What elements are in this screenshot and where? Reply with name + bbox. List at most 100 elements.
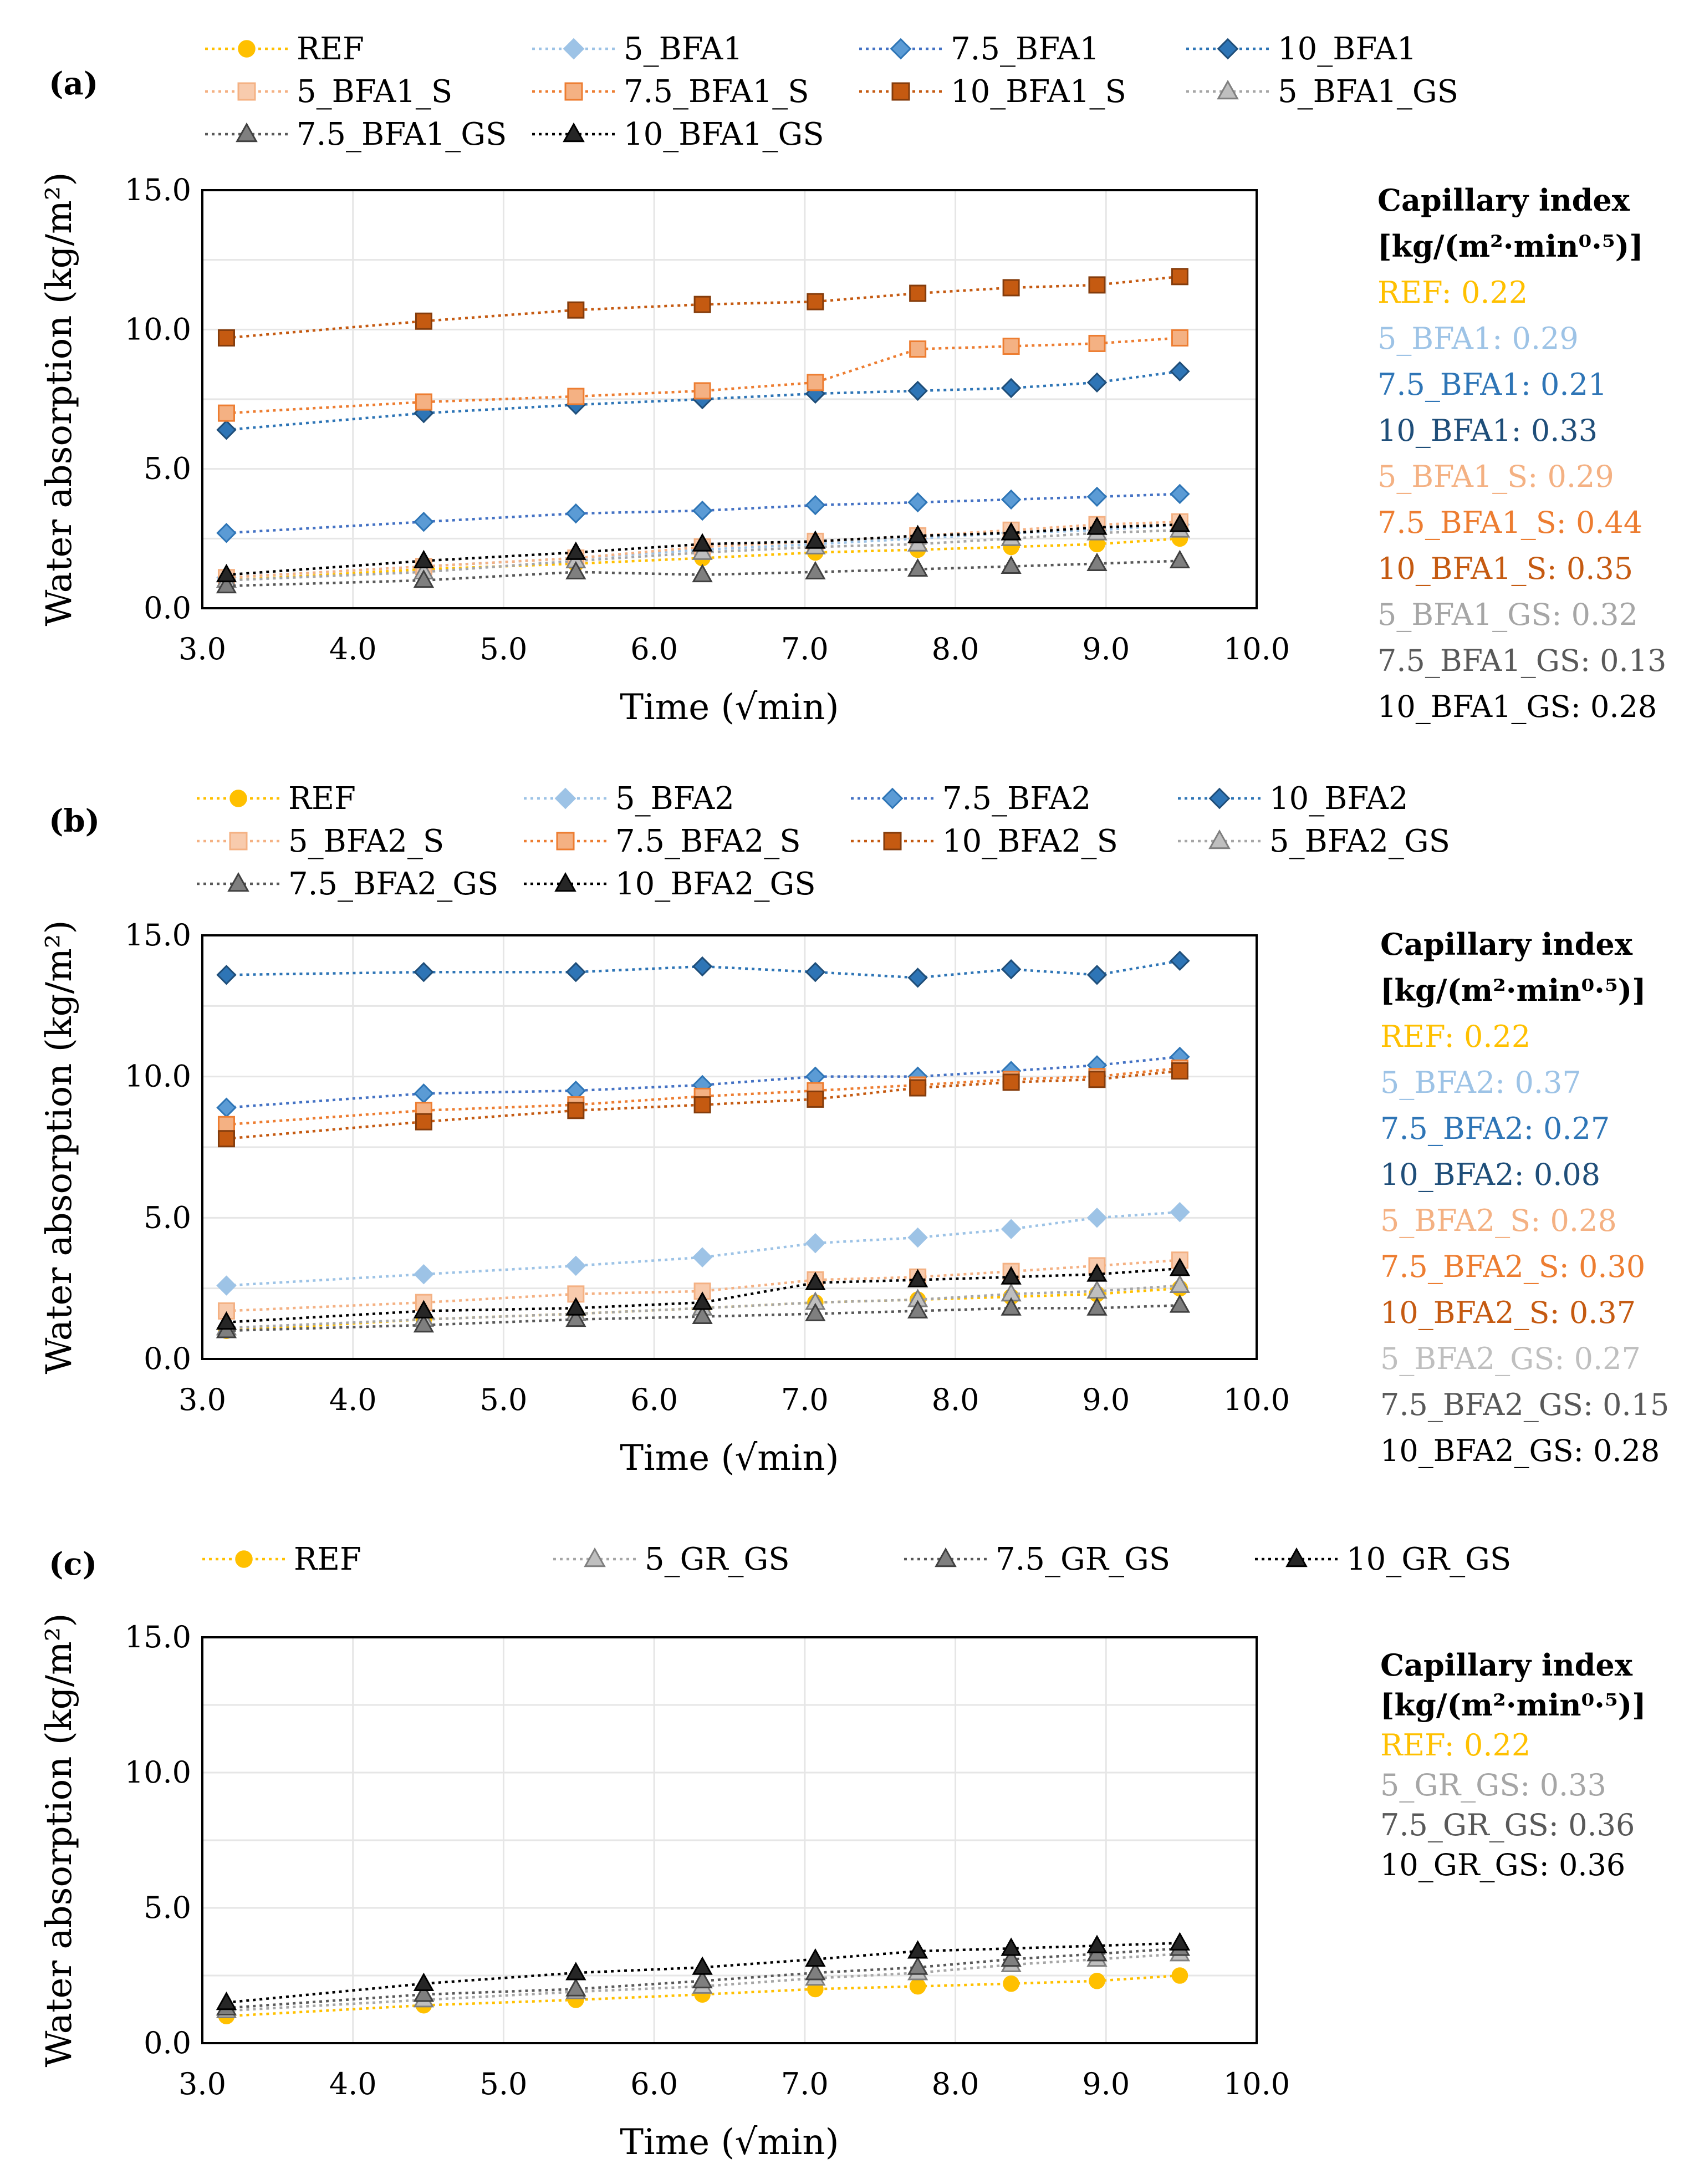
data-point <box>805 1271 826 1290</box>
y-tick-label: 15.0 <box>125 1620 191 1654</box>
data-point <box>693 296 711 313</box>
data-point <box>1170 1202 1190 1223</box>
data-point <box>1001 522 1022 541</box>
x-tick-label: 8.0 <box>932 1382 979 1417</box>
y-axis-title: Water absorption (kg/m²) <box>39 1613 80 2068</box>
legend-marker <box>238 40 256 58</box>
legend-marker <box>556 832 575 851</box>
data-point <box>1086 1297 1108 1316</box>
legend-label: 10_BFA2 <box>1269 781 1408 817</box>
data-point <box>692 533 713 552</box>
plot-area <box>201 1636 1258 2044</box>
data-point <box>565 541 586 560</box>
series-line <box>226 337 1180 415</box>
legend-label: REF <box>288 781 356 817</box>
capillary-index: Capillary index [kg/(m²·min⁰·⁵)] REF: 0.22… <box>1380 1647 1646 1882</box>
data-point <box>414 1264 434 1285</box>
capillary-index-entry: 10_BFA2_GS: 0.28 <box>1380 1433 1660 1468</box>
capillary-index-entry: 5_BFA2_GS: 0.27 <box>1380 1341 1641 1376</box>
capillary-index-entry: 7.5_BFA2_GS: 0.15 <box>1380 1387 1669 1422</box>
data-point <box>414 1083 434 1104</box>
capillary-index-entry: 5_BFA1_GS: 0.32 <box>1377 597 1638 632</box>
legend-label: 7.5_BFA1_GS <box>297 116 507 152</box>
data-point <box>1086 1208 1108 1228</box>
data-point <box>907 492 928 513</box>
data-point <box>692 1956 713 1975</box>
data-point <box>1001 1219 1022 1239</box>
data-point <box>907 1227 928 1248</box>
series-line <box>226 559 1180 588</box>
series-line <box>226 492 1180 534</box>
data-point <box>1089 1972 1105 1989</box>
legend-label: 5_BFA2_S <box>288 823 444 859</box>
capillary-index-entry: 5_BFA2: 0.37 <box>1380 1065 1581 1100</box>
series-10_BFA2_S <box>217 1062 1188 1148</box>
legend-label: 10_GR_GS <box>1346 1541 1511 1577</box>
y-tick-label: 10.0 <box>125 312 191 347</box>
data-point <box>693 382 711 400</box>
data-point <box>217 1116 235 1133</box>
legend-marker <box>1217 38 1239 60</box>
legend-label: 7.5_BFA1 <box>951 31 1099 67</box>
data-point <box>805 495 826 516</box>
data-point <box>692 1291 713 1310</box>
legend-label: 7.5_GR_GS <box>996 1541 1170 1577</box>
legend-item: 10_BFA1_S <box>859 74 1126 110</box>
data-point <box>1086 965 1108 985</box>
data-point <box>692 1969 713 1989</box>
data-point <box>1001 555 1022 574</box>
legend-marker <box>935 1547 957 1567</box>
series-line <box>226 1952 1180 2012</box>
data-point <box>1171 1062 1188 1080</box>
y-tick-label: 10.0 <box>125 1755 191 1790</box>
capillary-title: Capillary index <box>1377 182 1630 218</box>
x-tick-label: 3.0 <box>178 632 226 666</box>
plot-area <box>201 934 1258 1360</box>
legend-marker <box>236 122 258 142</box>
series-line <box>226 1284 1180 1330</box>
legend-marker <box>554 787 576 810</box>
plot-area <box>201 189 1258 609</box>
x-axis-title: Time (√min) <box>620 2122 839 2163</box>
data-point <box>216 574 237 594</box>
data-point <box>1088 334 1106 352</box>
legend-item: 10_GR_GS <box>1255 1541 1511 1577</box>
legend-label: REF <box>297 31 364 67</box>
capillary-title: Capillary index <box>1380 1647 1633 1683</box>
data-point <box>565 503 586 524</box>
legend-marker <box>563 38 585 60</box>
data-point <box>907 1300 928 1318</box>
data-point <box>565 1297 586 1316</box>
legend: REF 5_BFA1 7.5_BFA1 10_BFA1 5_BFA1_S 7.5_BFA1… <box>205 31 1458 152</box>
legend-label: 5_GR_GS <box>645 1541 790 1577</box>
legend: REF 5_GR_GS 7.5_GR_GS 10_GR_GS <box>202 1541 1511 1577</box>
capillary-unit: [kg/(m²·min⁰·⁵)] <box>1377 228 1644 264</box>
data-point <box>216 1275 237 1296</box>
series-line <box>226 529 1180 582</box>
data-point <box>1001 1266 1022 1285</box>
data-point <box>805 530 826 549</box>
data-point <box>1003 1975 1019 1992</box>
series-10_BFA1 <box>216 361 1190 440</box>
data-point <box>1002 1073 1020 1091</box>
capillary-title: Capillary index <box>1380 926 1633 962</box>
data-point <box>1170 950 1190 971</box>
data-point <box>565 561 586 580</box>
legend-label: 5_BFA1_GS <box>1278 74 1458 110</box>
legend-item: 7.5_BFA2 <box>851 781 1091 817</box>
panel-label: (b) <box>49 803 100 839</box>
data-point <box>216 1311 237 1330</box>
capillary-index: Capillary index [kg/(m²·min⁰·⁵)] REF: 0.22… <box>1377 182 1666 724</box>
legend-label: 7.5_BFA2 <box>942 781 1091 817</box>
legend-item: 7.5_BFA1_GS <box>205 116 507 152</box>
x-tick-label: 5.0 <box>479 2066 527 2101</box>
legend-marker <box>1208 829 1231 849</box>
data-point <box>1086 486 1108 507</box>
legend-item: 10_BFA1 <box>1186 31 1416 67</box>
legend-item: 5_GR_GS <box>553 1541 790 1577</box>
legend-label: 10_BFA1_S <box>951 74 1126 110</box>
data-point <box>907 1940 928 1959</box>
series-7.5_BFA1_S <box>217 329 1188 422</box>
x-tick-label: 4.0 <box>329 632 377 666</box>
data-point <box>414 961 434 982</box>
